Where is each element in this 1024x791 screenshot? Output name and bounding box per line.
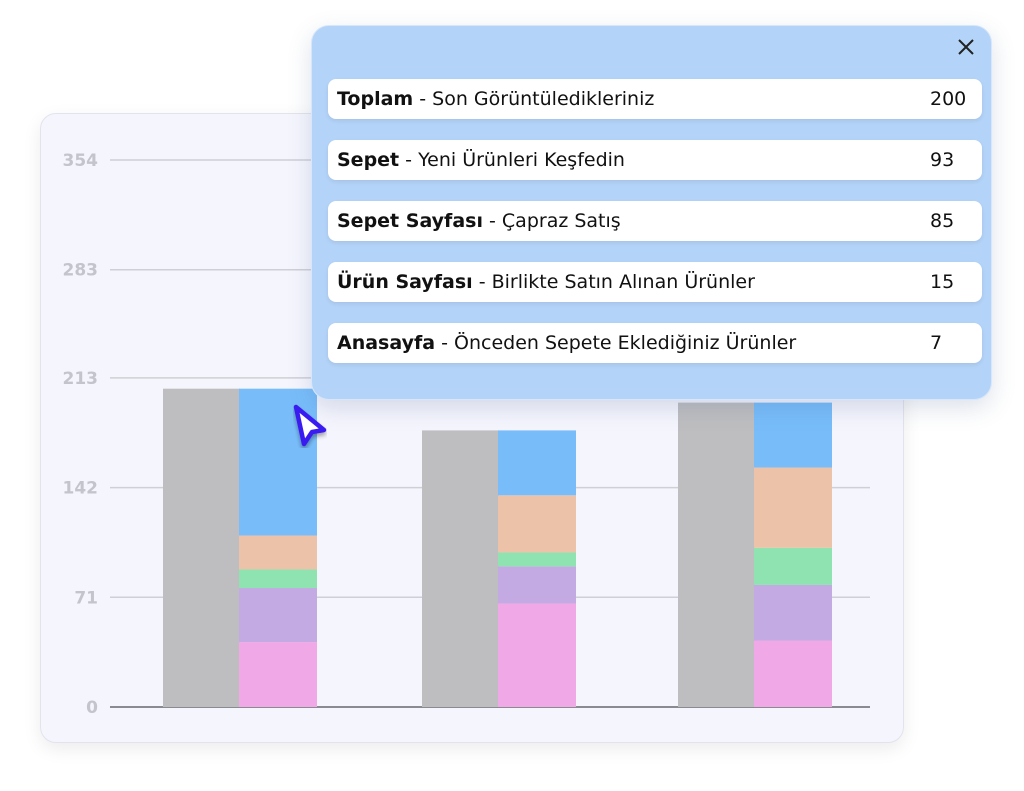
row-title: Sepet (337, 149, 400, 171)
close-icon[interactable] (955, 36, 977, 58)
stack-segment-pink (498, 603, 576, 707)
details-popup: Toplam - Son Görüntüledikleriniz 200 Sep… (311, 25, 992, 400)
stack-segment-blue (498, 430, 576, 496)
y-tick-label: 213 (63, 369, 99, 389)
y-tick-label: 354 (63, 151, 99, 171)
row-desc: - Yeni Ürünleri Keşfedin (399, 149, 625, 171)
row-desc: - Son Görüntüledikleriniz (413, 88, 655, 110)
stack-segment-pink (754, 640, 832, 707)
stack-segment-peach (754, 467, 832, 548)
popup-row: Sepet Sayfası - Çapraz Satış 85 (328, 201, 982, 241)
row-value: 200 (930, 88, 967, 110)
row-desc: - Çapraz Satış (482, 210, 621, 232)
row-desc: - Önceden Sepete Eklediğiniz Ürünler (435, 332, 797, 354)
stack-segment-purple (754, 584, 832, 641)
stack-segment-pink (239, 642, 317, 707)
row-value: 7 (930, 332, 943, 354)
row-value: 15 (930, 271, 955, 293)
stack-segment-green (498, 552, 576, 567)
y-tick-label: 142 (63, 479, 99, 499)
popup-row: Anasayfa - Önceden Sepete Eklediğiniz Ür… (328, 323, 982, 363)
row-title: Ürün Sayfası (337, 271, 473, 293)
total-bar (163, 388, 240, 707)
row-title: Toplam (337, 88, 414, 110)
row-value: 85 (930, 210, 955, 232)
stack-segment-green (754, 547, 832, 585)
row-title: Sepet Sayfası (337, 210, 483, 232)
row-title: Anasayfa (337, 332, 436, 354)
stack-segment-peach (498, 495, 576, 553)
total-bar (678, 402, 755, 707)
y-tick-label: 283 (63, 261, 99, 281)
row-desc: - Birlikte Satın Alınan Ürünler (472, 271, 755, 293)
y-tick-label: 71 (74, 588, 98, 608)
stack-segment-purple (498, 566, 576, 604)
cursor-pointer-icon (293, 404, 327, 447)
popup-row: Ürün Sayfası - Birlikte Satın Alınan Ürü… (328, 262, 982, 302)
row-value: 93 (930, 149, 955, 171)
popup-row: Sepet - Yeni Ürünleri Keşfedin 93 (328, 140, 982, 180)
stack-segment-blue (754, 402, 832, 468)
stack-segment-purple (239, 588, 317, 643)
stack-segment-green (239, 569, 317, 589)
popup-row-total: Toplam - Son Görüntüledikleriniz 200 (328, 79, 982, 119)
total-bar (422, 430, 499, 707)
stack-segment-peach (239, 535, 317, 570)
y-tick-label: 0 (86, 698, 98, 718)
